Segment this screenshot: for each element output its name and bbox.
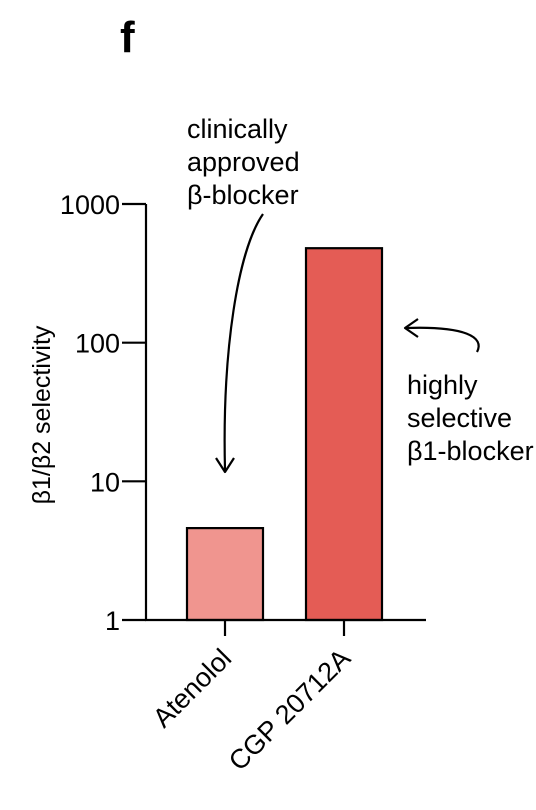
category-label: Atenolol (147, 643, 237, 733)
annotation-arrow (223, 213, 264, 471)
annotation-arrowhead (403, 318, 419, 338)
bar-cgp-20712a (304, 247, 384, 622)
y-tick-label: 1000 (60, 190, 120, 220)
y-tick-label: 10 (90, 467, 120, 497)
annotation-line: selective (407, 403, 512, 433)
annotation-line: clinically (187, 114, 288, 144)
annotation-arrow (405, 326, 480, 353)
annotation-line: highly (407, 370, 478, 400)
annotation-clinically-approved: clinically approved β-blocker (187, 114, 300, 474)
annotation-line: approved (187, 147, 300, 177)
annotation-arrowhead (215, 457, 235, 474)
y-axis-title: β1/β2 selectivity (28, 325, 56, 504)
y-tick-label: 100 (75, 329, 120, 359)
category-label: CGP 20712A (223, 643, 356, 776)
annotation-highly-selective: highly selective β1-blocker (403, 318, 534, 466)
axes-layer (144, 204, 426, 622)
bar-atenolol (185, 526, 265, 622)
annotation-line: β-blocker (187, 180, 299, 210)
bars-layer (185, 247, 384, 622)
y-tick-label: 1 (105, 606, 120, 636)
panel-label: f (120, 13, 135, 62)
annotation-line: β1-blocker (407, 436, 534, 466)
y-ticks: 1 10 100 1000 (60, 190, 146, 636)
